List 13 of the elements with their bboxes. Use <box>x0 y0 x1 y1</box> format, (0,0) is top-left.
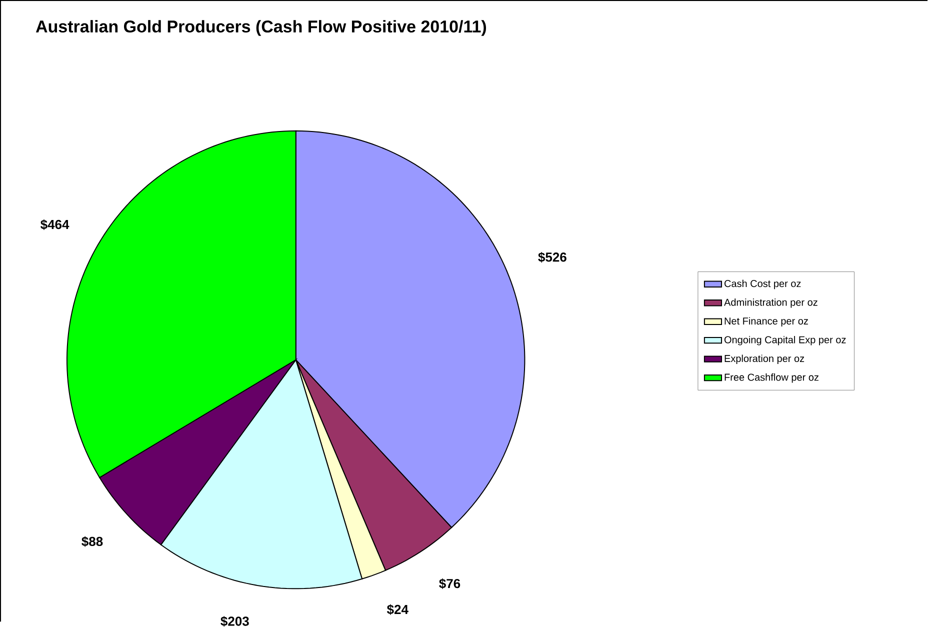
chart-title: Australian Gold Producers (Cash Flow Positive 2010/11) <box>36 20 486 36</box>
data-label: $526 <box>538 252 566 263</box>
legend-label: Ongoing Capital Exp per oz <box>724 336 846 346</box>
legend-label: Net Finance per oz <box>724 317 808 327</box>
data-label: $88 <box>82 536 103 547</box>
legend-label: Cash Cost per oz <box>724 280 801 290</box>
data-label: $464 <box>40 219 70 230</box>
data-label: $24 <box>386 604 408 615</box>
legend-label: Administration per oz <box>724 298 818 308</box>
legend-label: Exploration per oz <box>724 354 804 364</box>
legend-label: Free Cashflow per oz <box>724 373 818 383</box>
data-label: $203 <box>220 616 249 627</box>
data-label: $76 <box>439 578 460 590</box>
